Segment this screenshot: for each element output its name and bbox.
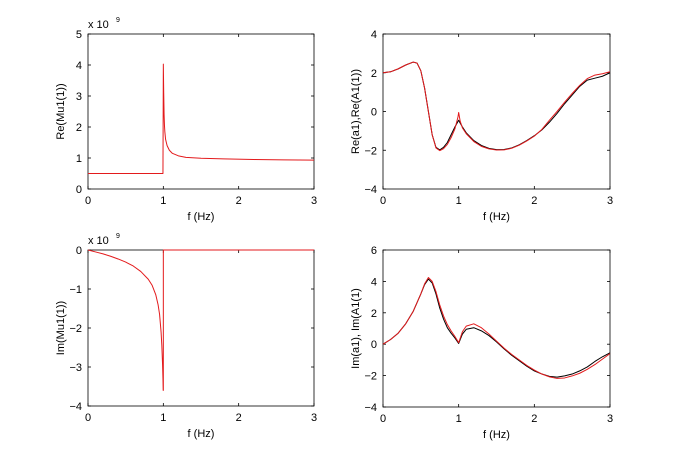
subplot-p1: 0 1 2 3 0 1 2 3 4 5 f (Hz) Re(Mu1(1)) x 10 9 xyxy=(55,17,317,223)
y-tick-label: −2 xyxy=(364,371,377,383)
y-axis-label: Re(Mu1(1)) xyxy=(55,83,67,139)
axes-frame xyxy=(87,33,315,190)
x-tick-label: 1 xyxy=(456,195,462,207)
multiplier-label: x 10 xyxy=(88,235,109,247)
series-line-red xyxy=(382,61,611,152)
multiplier-exponent: 9 xyxy=(116,17,120,24)
y-tick-label: 5 xyxy=(76,29,82,41)
subplot-p3: 0 1 2 3 −4 −3 −2 −1 0 f (Hz) Im(Mu1(1)) x 10 9 xyxy=(55,233,317,440)
axes-frame xyxy=(382,249,611,408)
subplot-p2: 0 1 2 3 −4 −2 0 2 4 f (Hz) Re(a1),Re(A1(1)) xyxy=(350,29,613,223)
y-tick-label: −2 xyxy=(69,323,82,335)
x-tick-label: 1 xyxy=(160,412,166,424)
x-tick-label: 0 xyxy=(85,412,91,424)
x-tick-label: 0 xyxy=(380,413,386,425)
y-tick-label: 0 xyxy=(371,339,377,351)
x-tick-label: 2 xyxy=(236,195,242,207)
y-axis-label: Im(a1), Im(A1(1) xyxy=(350,288,362,369)
y-tick-label: 2 xyxy=(76,122,82,134)
y-tick-label: −4 xyxy=(364,184,377,196)
y-tick-label: 4 xyxy=(371,29,377,41)
y-tick-label: 0 xyxy=(371,107,377,119)
axes-frame xyxy=(382,33,611,190)
series-line-black xyxy=(382,61,611,151)
x-tick-label: 1 xyxy=(160,195,166,207)
x-axis-label: f (Hz) xyxy=(188,428,215,440)
x-tick-label: 3 xyxy=(311,195,317,207)
y-tick-label: −2 xyxy=(364,145,377,157)
multiplier-label: x 10 xyxy=(88,19,109,31)
series-line-red xyxy=(88,63,315,174)
x-tick-label: 3 xyxy=(607,195,613,207)
x-axis-label: f (Hz) xyxy=(188,211,215,223)
x-tick-label: 1 xyxy=(456,413,462,425)
x-tick-label: 3 xyxy=(311,412,317,424)
x-axis-label: f (Hz) xyxy=(483,211,510,223)
y-tick-label: 0 xyxy=(76,245,82,257)
series-line-red xyxy=(87,249,314,391)
x-tick-label: 0 xyxy=(380,195,386,207)
y-tick-label: 3 xyxy=(76,91,82,103)
series-line-red xyxy=(382,276,611,379)
y-tick-label: 6 xyxy=(371,245,377,257)
y-tick-label: −4 xyxy=(364,402,377,414)
y-tick-label: 1 xyxy=(76,153,82,165)
x-tick-label: 0 xyxy=(85,195,91,207)
x-tick-label: 2 xyxy=(531,195,537,207)
y-tick-label: 4 xyxy=(371,276,377,288)
x-tick-label: 2 xyxy=(236,412,242,424)
x-axis-label: f (Hz) xyxy=(483,429,510,441)
axes-frame xyxy=(87,249,315,407)
series-line-black xyxy=(382,278,611,378)
subplot-p4: 0 1 2 3 −4 −2 0 2 4 6 f (Hz) Im(a1), Im(A1(1) xyxy=(350,245,613,441)
y-tick-label: 0 xyxy=(76,184,82,196)
y-tick-label: 2 xyxy=(371,68,377,80)
y-axis-label: Im(Mu1(1)) xyxy=(55,301,67,355)
y-tick-label: 2 xyxy=(371,308,377,320)
x-tick-label: 2 xyxy=(531,413,537,425)
y-tick-label: 4 xyxy=(76,60,82,72)
multiplier-exponent: 9 xyxy=(116,233,120,240)
y-tick-label: −1 xyxy=(69,284,82,296)
x-tick-label: 3 xyxy=(607,413,613,425)
y-tick-label: −3 xyxy=(69,362,82,374)
y-tick-label: −4 xyxy=(69,401,82,413)
y-axis-label: Re(a1),Re(A1(1)) xyxy=(350,69,362,154)
